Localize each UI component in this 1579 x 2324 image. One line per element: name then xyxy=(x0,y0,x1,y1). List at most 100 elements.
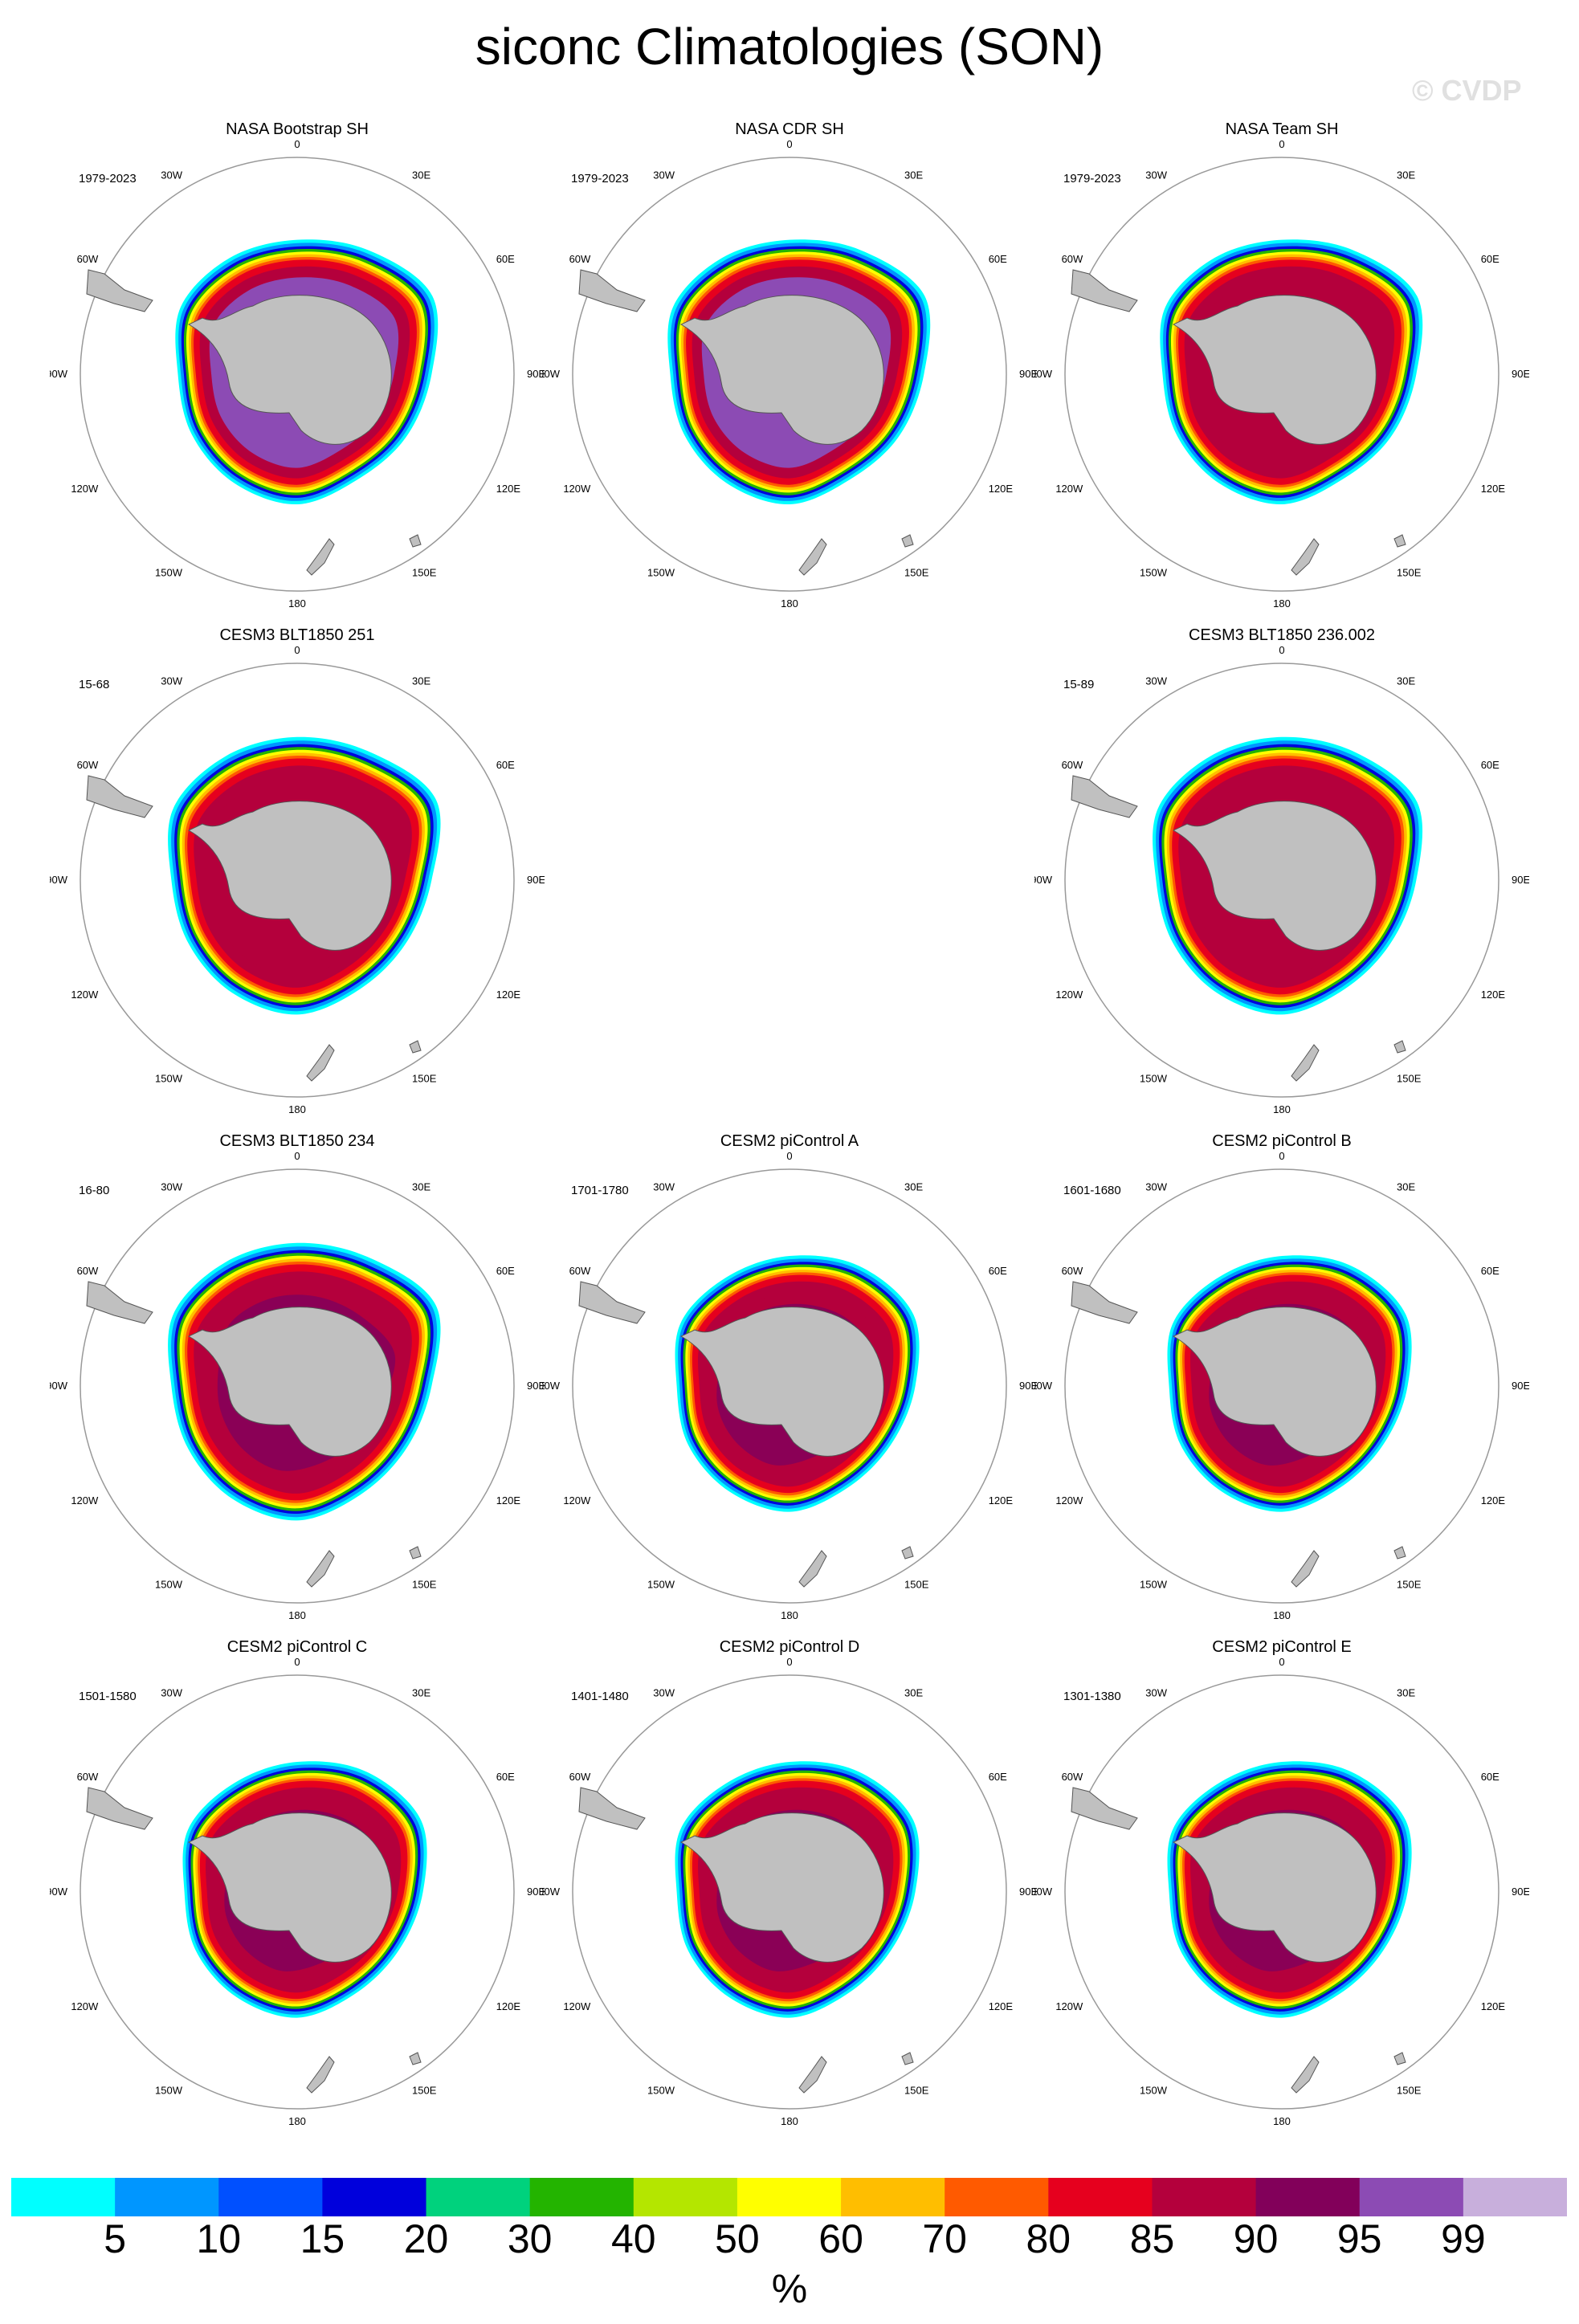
longitude-label: 30E xyxy=(412,1180,430,1193)
new-zealand-landmass xyxy=(798,1550,827,1588)
longitude-label: 30E xyxy=(904,169,923,181)
longitude-label: 30W xyxy=(653,169,675,181)
longitude-label: 120E xyxy=(1481,989,1506,1001)
longitude-label: 90E xyxy=(1019,368,1037,380)
longitude-label: 120W xyxy=(563,1494,591,1507)
panel-title: CESM3 BLT1850 251 xyxy=(219,626,375,644)
watermark: © CVDP xyxy=(1412,74,1522,107)
colorbar-swatch xyxy=(529,2178,634,2216)
longitude-label: 150W xyxy=(1140,1073,1168,1085)
longitude-label: 150E xyxy=(412,2085,437,2097)
polar-map: 0 30E 60E 90E 120E 150E 180 150W 120W 90W 60W 30W xyxy=(50,138,545,610)
longitude-label: 90E xyxy=(527,1886,545,1898)
panel-period: 1979-2023 xyxy=(79,172,137,186)
colorbar-tick-label: 99 xyxy=(1441,2216,1486,2261)
colorbar-swatch xyxy=(426,2178,531,2216)
longitude-label: 30E xyxy=(904,1180,923,1193)
antarctica-landmass xyxy=(187,1307,392,1457)
tasmania-landmass xyxy=(901,2052,914,2065)
longitude-label: 150E xyxy=(1397,2085,1422,2097)
tasmania-landmass xyxy=(409,1546,422,1560)
panel-period: 16-80 xyxy=(79,1184,110,1197)
longitude-label: 90W xyxy=(50,368,68,380)
longitude-label: 30W xyxy=(161,675,182,687)
longitude-label: 30W xyxy=(1145,169,1167,181)
longitude-label: 60E xyxy=(989,253,1007,265)
antarctica-landmass xyxy=(1172,1307,1377,1457)
colorbar-tick-label: 40 xyxy=(610,2216,656,2261)
longitude-label: 0 xyxy=(1279,138,1284,150)
longitude-label: 180 xyxy=(1273,2115,1291,2127)
longitude-label: 150E xyxy=(412,1579,437,1591)
tasmania-landmass xyxy=(1393,534,1406,548)
longitude-label: 0 xyxy=(294,138,300,150)
longitude-label: 60W xyxy=(569,1771,591,1783)
longitude-label: 30E xyxy=(1397,1180,1415,1193)
longitude-label: 0 xyxy=(1279,644,1284,656)
colorbar-swatch xyxy=(115,2178,219,2216)
longitude-label: 120E xyxy=(1481,483,1506,495)
longitude-label: 60E xyxy=(989,1265,1007,1277)
longitude-label: 150W xyxy=(1140,567,1168,579)
longitude-label: 90W xyxy=(50,874,68,886)
new-zealand-landmass xyxy=(798,2056,827,2094)
longitude-label: 30W xyxy=(1145,1686,1167,1698)
longitude-label: 0 xyxy=(294,644,300,656)
new-zealand-landmass xyxy=(1291,1044,1320,1082)
longitude-label: 90E xyxy=(1512,368,1529,380)
colorbar xyxy=(11,2178,1567,2216)
new-zealand-landmass xyxy=(1291,2056,1320,2094)
longitude-label: 60E xyxy=(1481,759,1499,771)
antarctica-landmass xyxy=(679,1812,884,1963)
new-zealand-landmass xyxy=(1291,538,1320,576)
figure-title: siconc Climatologies (SON) xyxy=(475,18,1104,75)
polar-map: 0 30E 60E 90E 120E 150E 180 150W 120W 90W 60W 30W xyxy=(50,644,545,1115)
map-panel: CESM3 BLT1850 236.002 15-89 0 30E 60E 90E 120E… xyxy=(1034,625,1529,1134)
longitude-label: 90E xyxy=(1019,1380,1037,1392)
south-america-landmass xyxy=(1071,1787,1138,1830)
longitude-label: 180 xyxy=(288,2115,306,2127)
colorbar-tick-label: 70 xyxy=(922,2216,967,2261)
longitude-label: 60E xyxy=(496,253,515,265)
longitude-label: 90W xyxy=(1034,1886,1053,1898)
south-america-landmass xyxy=(86,1281,153,1324)
panel-period: 15-68 xyxy=(79,678,110,691)
longitude-label: 150E xyxy=(1397,1073,1422,1085)
colorbar-tick-label: 60 xyxy=(818,2216,863,2261)
map-panel: NASA Team SH 1979-2023 0 30E 60E 90E 120E 150E 1… xyxy=(1034,119,1529,628)
south-america-landmass xyxy=(1071,269,1138,312)
antarctica-landmass xyxy=(1172,1812,1377,1963)
longitude-label: 120W xyxy=(1055,989,1083,1001)
longitude-label: 30E xyxy=(1397,1686,1415,1698)
panel-title: CESM2 piControl C xyxy=(226,1638,368,1656)
antarctica-landmass xyxy=(187,1812,392,1963)
longitude-label: 180 xyxy=(288,1103,306,1115)
panel-title: NASA Bootstrap SH xyxy=(226,120,369,138)
longitude-label: 60W xyxy=(77,1771,99,1783)
longitude-label: 120W xyxy=(563,483,591,495)
longitude-label: 150E xyxy=(412,567,437,579)
longitude-label: 30E xyxy=(904,1686,923,1698)
longitude-label: 150W xyxy=(647,567,675,579)
longitude-label: 150E xyxy=(412,1073,437,1085)
colorbar-swatch xyxy=(633,2178,738,2216)
panel-period: 1979-2023 xyxy=(571,172,629,186)
tasmania-landmass xyxy=(1393,1546,1406,1560)
tasmania-landmass xyxy=(1393,2052,1406,2065)
polar-map: 0 30E 60E 90E 120E 150E 180 150W 120W 90W 60W 30W xyxy=(542,1150,1037,1621)
longitude-label: 90W xyxy=(50,1886,68,1898)
polar-map: 0 30E 60E 90E 120E 150E 180 150W 120W 90W 60W 30W xyxy=(1034,1656,1529,2127)
colorbar-units: % xyxy=(771,2266,808,2311)
colorbar-swatch xyxy=(945,2178,1049,2216)
new-zealand-landmass xyxy=(306,2056,335,2094)
longitude-label: 60W xyxy=(1062,759,1083,771)
colorbar-swatches xyxy=(11,2178,1567,2216)
antarctica-landmass xyxy=(1172,801,1377,951)
panel-period: 1701-1780 xyxy=(571,1184,629,1197)
polar-map: 0 30E 60E 90E 120E 150E 180 150W 120W 90W 60W 30W xyxy=(1034,138,1529,610)
longitude-label: 30W xyxy=(161,1180,182,1193)
longitude-label: 60E xyxy=(496,1771,515,1783)
longitude-label: 120W xyxy=(71,1494,99,1507)
south-america-landmass xyxy=(578,269,646,312)
polar-map: 0 30E 60E 90E 120E 150E 180 150W 120W 90W 60W 30W xyxy=(50,1656,545,2127)
